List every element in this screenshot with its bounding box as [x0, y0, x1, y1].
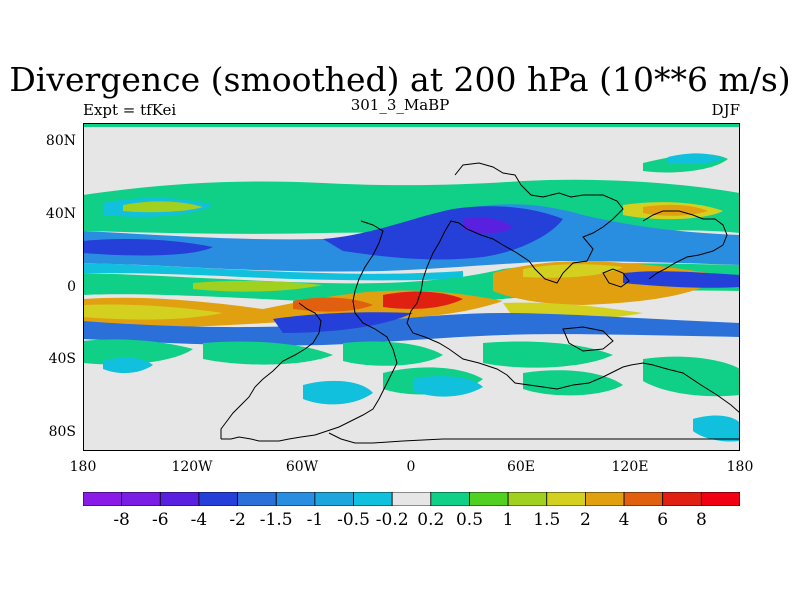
- nh-blue-dark: [323, 206, 563, 260]
- colorbar-label: -2: [229, 510, 246, 530]
- eq-yellow-east: [523, 264, 623, 278]
- sh-green-3: [343, 341, 443, 366]
- colorbar-label: 8: [695, 510, 707, 530]
- nh-cyan-strip: [83, 263, 463, 281]
- sh-green-2: [203, 341, 333, 365]
- nh-blue-west: [83, 239, 213, 256]
- colorbar-label: -0.5: [337, 510, 370, 530]
- sh-green-1: [83, 339, 193, 365]
- colorbar-swatch: [353, 492, 393, 506]
- north-yellow-1: [123, 201, 203, 213]
- north-orange-1: [643, 204, 708, 216]
- colorbar-swatch: [469, 492, 509, 506]
- sh-yellow-band: [83, 304, 223, 320]
- colorbar-swatch: [237, 492, 277, 506]
- colorbar-swatch: [391, 492, 432, 506]
- colorbar-swatch: [623, 492, 664, 506]
- x-tick-60w: 60W: [285, 459, 319, 475]
- colorbar-swatch: [585, 492, 625, 506]
- colorbar-label: 0.5: [455, 510, 484, 530]
- colorbar-label: -8: [113, 510, 130, 530]
- colorbar-label: -1.5: [259, 510, 293, 530]
- colorbar-swatch: [198, 492, 238, 506]
- eq-yellow-band: [193, 280, 323, 292]
- colorbar-label: 0.2: [417, 510, 445, 530]
- plot-frame: [83, 123, 740, 451]
- sh-cyan-4: [103, 357, 153, 374]
- sh-green-4: [483, 341, 613, 368]
- y-tick-80n: 80N: [45, 133, 76, 149]
- colorbar-label: -1: [306, 510, 324, 530]
- colorbar-label: 2: [579, 510, 591, 530]
- x-tick-60e: 60E: [506, 459, 536, 475]
- colorbar: [83, 492, 740, 506]
- north-cyan-2: [668, 153, 723, 165]
- divergence-map: [83, 123, 740, 451]
- y-tick-0: 0: [67, 279, 76, 295]
- colorbar-swatch: [159, 492, 200, 506]
- colorbar-swatch: [507, 492, 548, 506]
- colorbar-label: -4: [190, 510, 208, 530]
- colorbar-label: -0.2: [375, 510, 409, 530]
- colorbar-label: 4: [618, 510, 630, 530]
- x-tick-0: 0: [406, 459, 416, 475]
- y-tick-40n: 40N: [45, 206, 76, 222]
- colorbar-label: 1.5: [533, 510, 561, 530]
- sh-red-patch: [383, 291, 463, 309]
- colorbar-label: 6: [657, 510, 669, 530]
- season-label: DJF: [711, 101, 740, 119]
- polar-band: [83, 123, 740, 127]
- sh-cyan-3: [693, 415, 740, 442]
- y-tick-40s: 40S: [48, 351, 76, 367]
- colorbar-swatch: [662, 492, 702, 506]
- experiment-label: Expt = tfKei: [83, 101, 177, 119]
- sh-blue-band: [83, 313, 740, 346]
- nh-purple: [463, 217, 513, 234]
- sh-cyan-2: [413, 376, 483, 397]
- eq-blue-east: [623, 271, 740, 288]
- run-id-label: 301_3_MaBP: [350, 96, 450, 114]
- x-tick-180e: 180: [726, 459, 754, 475]
- sh-cyan-1: [303, 380, 373, 405]
- sh-green-7: [523, 370, 623, 396]
- colorbar-swatch: [546, 492, 586, 506]
- coastline: [220, 162, 740, 444]
- sh-green-5: [643, 356, 740, 397]
- sh-blue-dark: [273, 312, 413, 333]
- colorbar-swatch: [700, 492, 740, 506]
- colorbar-label: -6: [152, 510, 169, 530]
- colorbar-label: 1: [502, 510, 514, 530]
- x-tick-120w: 120W: [171, 459, 213, 475]
- colorbar-swatch: [275, 492, 316, 506]
- y-tick-80s: 80S: [48, 424, 76, 440]
- colorbar-swatch: [121, 492, 161, 506]
- colorbar-swatch: [314, 492, 354, 506]
- x-tick-180w: 180: [69, 459, 97, 475]
- x-tick-120e: 120E: [611, 459, 649, 475]
- colorbar-swatch: [83, 492, 123, 506]
- plot-title: Divergence (smoothed) at 200 hPa (10**6 …: [9, 60, 791, 99]
- colorbar-swatch: [430, 492, 470, 506]
